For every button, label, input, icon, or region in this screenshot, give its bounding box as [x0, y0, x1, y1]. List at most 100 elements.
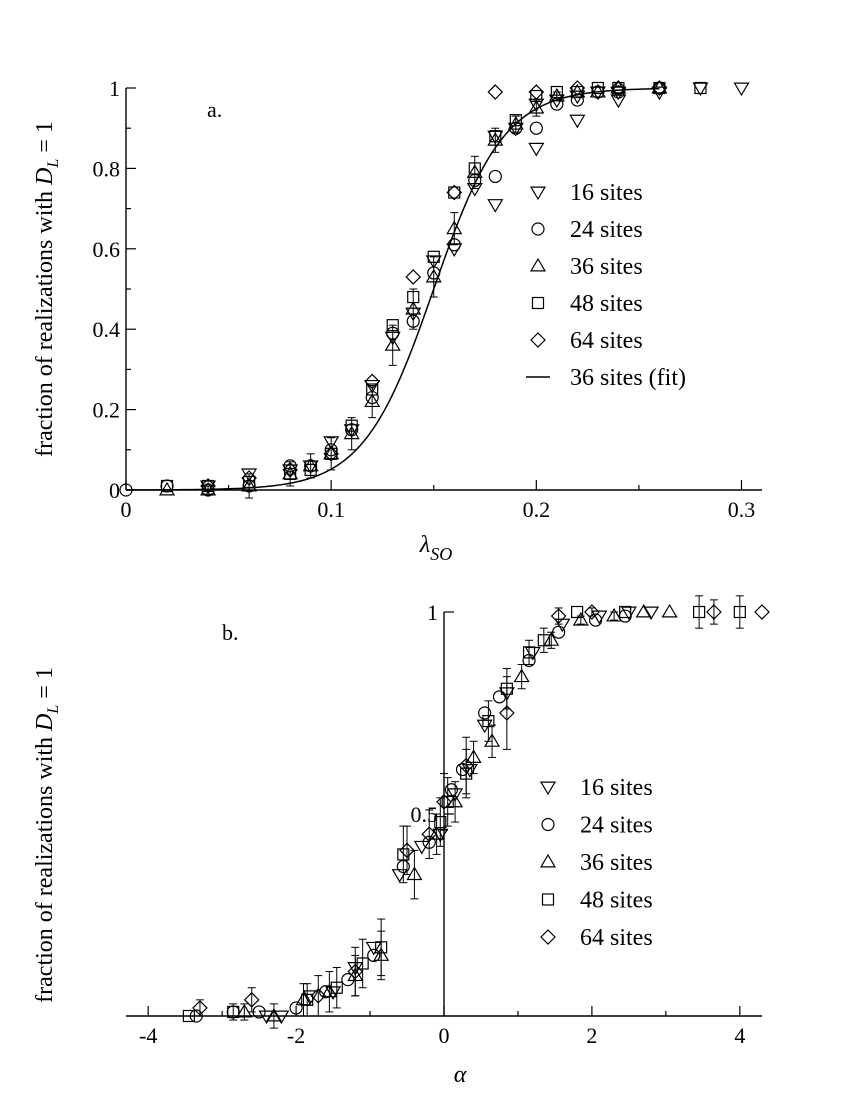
- data-point: [499, 705, 515, 721]
- x-tick-label: 4: [734, 1023, 745, 1048]
- legend-label: 16 sites: [580, 775, 653, 801]
- y-tick-label: 0.2: [93, 398, 121, 423]
- data-point: [242, 475, 256, 489]
- data-point: [241, 470, 257, 486]
- y-tick-label: 0: [109, 478, 120, 503]
- panel-a-chart: 0 0.1 0.2 0.3 0 0.2 0.4 0.6 0.8 1 a. fraction of re…: [32, 76, 762, 564]
- data-point: [367, 948, 381, 963]
- data-point: [612, 81, 625, 95]
- data-point: [265, 1007, 282, 1022]
- series-16-sites: [200, 82, 750, 495]
- legend-symbol: [539, 853, 557, 868]
- data-point: [366, 383, 379, 396]
- y-tick-label: 1: [427, 600, 438, 625]
- data-point: [584, 604, 600, 620]
- data-point: [706, 604, 722, 620]
- y-axis-label: fraction of realizations with DL = 1: [32, 121, 62, 457]
- data-point: [488, 169, 502, 184]
- data-point: [733, 82, 750, 97]
- data-point: [465, 749, 482, 763]
- data-point: [489, 130, 502, 143]
- y-axis-label: fraction of realizations with DL = 1: [32, 667, 62, 1003]
- data-point: [434, 815, 447, 829]
- legend-item: 64 sites: [530, 328, 643, 354]
- data-point: [693, 605, 706, 619]
- data-point: [569, 80, 586, 96]
- x-axis-label: λSO: [419, 532, 452, 564]
- data-point: [619, 605, 632, 619]
- x-tick-label: 0.1: [317, 497, 345, 522]
- data-point: [448, 186, 461, 199]
- legend-symbol: [531, 222, 545, 236]
- legend-item: 64 sites: [540, 925, 653, 951]
- data-point: [310, 987, 327, 1004]
- data-point: [661, 603, 678, 618]
- y-tick-label: 0.4: [93, 317, 121, 342]
- y-tick-label: 0.6: [93, 237, 121, 262]
- data-point: [653, 81, 666, 95]
- legend-item: 36 sites: [529, 254, 643, 280]
- data-point: [591, 81, 604, 95]
- data-point: [182, 1009, 195, 1023]
- data-point: [323, 445, 340, 462]
- data-point: [694, 81, 707, 95]
- legend-item: 36 sites (fit): [526, 365, 686, 391]
- x-tick-label: 0.3: [728, 497, 756, 522]
- data-point: [436, 794, 452, 810]
- data-point: [589, 613, 603, 627]
- legend-symbol: [529, 186, 547, 201]
- data-point: [304, 463, 317, 476]
- data-point: [528, 84, 545, 100]
- legend-label: 36 sites (fit): [570, 365, 686, 391]
- data-point: [478, 706, 492, 720]
- data-point: [321, 983, 338, 998]
- x-axis-label: α: [454, 1062, 467, 1088]
- x-tick-label: 0: [121, 497, 132, 522]
- data-point: [754, 604, 770, 620]
- legend-label: 36 sites: [580, 850, 653, 876]
- data-point: [550, 85, 563, 99]
- panel-label: b.: [222, 620, 239, 645]
- legend: 16 sites 24 sites 36 sites 48 sites 64 sites: [539, 775, 653, 951]
- data-point: [446, 220, 463, 235]
- data-point: [192, 1000, 208, 1016]
- legend-symbol: [541, 893, 555, 906]
- data-point: [733, 605, 746, 619]
- legend-item: 16 sites: [529, 180, 643, 206]
- legend-symbol: [539, 781, 557, 796]
- data-point: [364, 373, 381, 390]
- data-point: [273, 1010, 290, 1025]
- data-point: [635, 603, 652, 618]
- data-point: [528, 142, 545, 157]
- data-point: [356, 957, 369, 970]
- y-tick-label: 0.8: [93, 156, 121, 181]
- data-point: [347, 963, 364, 980]
- data-point: [571, 85, 584, 99]
- series-24-sites: [119, 81, 667, 497]
- data-point: [530, 89, 543, 103]
- legend-label: 64 sites: [570, 328, 643, 354]
- legend-symbol: [529, 257, 547, 272]
- legend-label: 16 sites: [570, 180, 643, 206]
- data-point: [323, 436, 340, 450]
- data-point: [200, 478, 216, 494]
- data-point: [492, 690, 507, 704]
- data-point: [282, 462, 298, 478]
- data-point: [572, 611, 589, 626]
- data-point: [325, 447, 338, 460]
- data-point: [447, 793, 464, 808]
- legend-item: 16 sites: [539, 775, 653, 801]
- data-point: [441, 795, 454, 808]
- legend-symbol: [540, 929, 556, 945]
- data-point: [610, 94, 627, 109]
- data-point: [507, 115, 524, 130]
- data-point: [591, 610, 608, 625]
- data-point: [427, 250, 440, 263]
- data-point: [241, 477, 258, 492]
- data-point: [543, 632, 560, 646]
- data-point: [236, 1003, 253, 1018]
- data-point: [119, 483, 133, 497]
- series-64-sites: [200, 80, 668, 494]
- legend-label: 48 sites: [570, 291, 643, 317]
- data-point: [364, 393, 381, 408]
